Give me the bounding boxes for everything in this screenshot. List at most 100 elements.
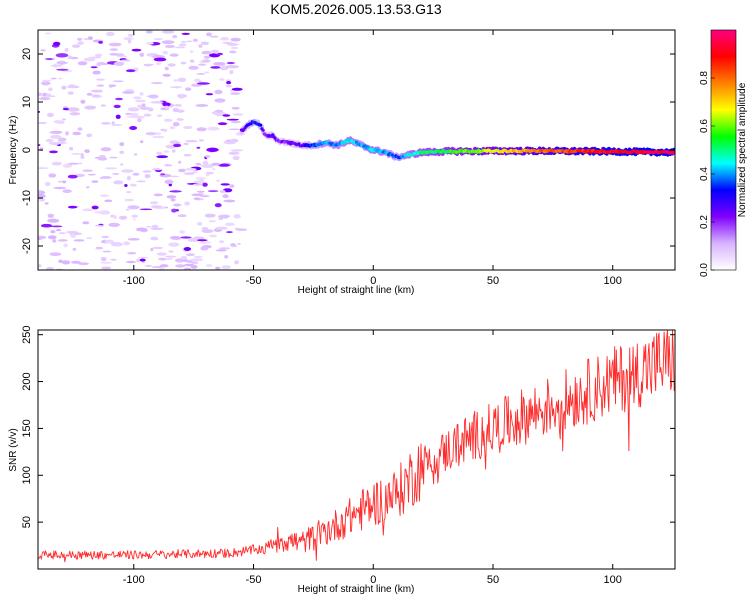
y-tick-label: 10	[21, 96, 33, 108]
noise-blob	[112, 80, 125, 83]
x-tick-label: -100	[123, 574, 145, 586]
noise-blob	[71, 260, 81, 264]
noise-blob	[58, 77, 63, 80]
noise-blob	[166, 195, 177, 199]
noise-blob	[130, 112, 139, 117]
snr-ylabel: SNR (v/v)	[8, 428, 19, 471]
noise-blob	[173, 79, 178, 82]
noise-blob	[196, 73, 206, 75]
noise-blob	[168, 250, 174, 253]
noise-blob	[68, 84, 76, 88]
noise-blob	[67, 162, 80, 165]
noise-blob	[220, 65, 227, 70]
noise-blob	[180, 61, 187, 65]
noise-blob	[198, 63, 207, 66]
y-tick-label: 200	[21, 372, 33, 390]
noise-blob	[61, 85, 67, 90]
noise-blob	[150, 236, 159, 241]
noise-blob	[109, 156, 118, 159]
noise-blob	[229, 70, 234, 75]
x-tick-label: 0	[370, 275, 376, 287]
noise-blob	[172, 149, 176, 153]
noise-blob	[127, 39, 132, 44]
noise-blob	[214, 89, 223, 95]
noise-blob	[144, 174, 151, 179]
noise-blob	[233, 158, 239, 160]
noise-blob	[115, 53, 125, 57]
noise-blob	[185, 259, 193, 263]
noise-blob	[230, 37, 241, 42]
noise-blob	[104, 167, 117, 170]
noise-blob	[87, 173, 97, 176]
noise-blob	[200, 41, 209, 46]
noise-blob	[196, 127, 207, 132]
noise-blob	[137, 118, 142, 123]
noise-blob	[72, 131, 82, 136]
noise-blob	[113, 104, 121, 109]
noise-blob	[167, 63, 176, 67]
noise-blob	[225, 84, 232, 88]
noise-blob	[40, 49, 46, 52]
noise-blob	[232, 113, 244, 116]
noise-blob	[171, 208, 177, 213]
noise-blob	[142, 261, 146, 264]
noise-blob	[96, 84, 105, 87]
noise-blob	[199, 164, 212, 167]
noise-blob	[63, 243, 68, 248]
noise-blob	[164, 105, 169, 110]
noise-blob	[104, 199, 113, 203]
noise-blob	[186, 40, 193, 43]
noise-blob	[69, 146, 74, 151]
noise-blob	[150, 227, 164, 230]
noise-blob	[193, 197, 201, 201]
noise-blob	[163, 128, 167, 133]
noise-blob	[194, 78, 201, 83]
noise-blob	[67, 55, 73, 60]
noise-blob	[175, 264, 186, 268]
noise-blob	[71, 153, 83, 155]
noise-blob	[50, 64, 63, 67]
noise-blob	[201, 50, 212, 55]
noise-blob	[164, 179, 174, 184]
noise-blob	[86, 133, 93, 138]
noise-blob	[62, 163, 73, 168]
noise-blob	[51, 161, 62, 166]
noise-blob	[113, 61, 125, 66]
noise-blob	[50, 230, 56, 234]
noise-blob	[177, 77, 187, 82]
noise-blob	[100, 176, 112, 179]
noise-blob	[199, 241, 212, 244]
noise-blob	[70, 233, 76, 238]
noise-blob	[152, 135, 165, 139]
noise-blob	[62, 180, 67, 184]
noise-blob	[78, 262, 90, 266]
noise-blob	[197, 222, 203, 226]
noise-blob	[228, 151, 240, 155]
noise-blob	[100, 104, 107, 107]
noise-blob	[161, 40, 175, 45]
noise-blob	[125, 208, 130, 211]
noise-blob	[155, 62, 162, 66]
noise-blob	[52, 130, 63, 134]
noise-blob	[146, 95, 157, 98]
noise-blob	[156, 155, 169, 159]
noise-blob	[86, 236, 93, 240]
noise-blob	[139, 92, 144, 96]
noise-blob	[176, 141, 181, 144]
noise-blob	[139, 258, 146, 262]
noise-blob	[162, 50, 169, 55]
noise-blob	[115, 114, 121, 120]
noise-blob	[218, 247, 231, 250]
noise-blob	[67, 205, 78, 209]
y-tick-label: 100	[21, 466, 33, 484]
noise-blob	[134, 153, 138, 156]
noise-blob	[214, 203, 222, 208]
noise-blob	[168, 242, 180, 247]
noise-blob	[94, 224, 104, 227]
noise-blob	[181, 32, 191, 36]
x-tick-label: 100	[604, 574, 622, 586]
noise-blob	[51, 225, 63, 228]
noise-blob	[195, 177, 206, 180]
noise-blob	[183, 247, 192, 251]
noise-blob	[40, 223, 53, 228]
